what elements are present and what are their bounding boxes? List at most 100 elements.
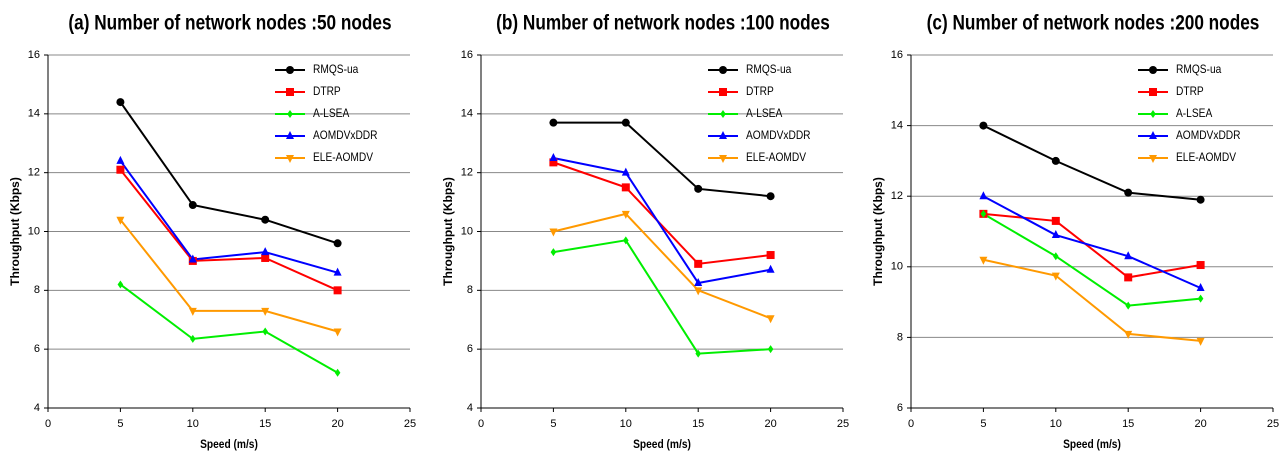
x-axis-label: Speed (m/s) (1063, 438, 1121, 451)
marker (766, 251, 775, 260)
marker (694, 259, 703, 268)
marker (695, 349, 701, 358)
marker (1051, 230, 1060, 239)
legend-marker (287, 110, 293, 118)
series-line (119, 283, 339, 374)
marker (116, 155, 125, 164)
y-tick-label: 12 (461, 167, 473, 179)
legend-marker (720, 110, 726, 118)
marker (333, 286, 342, 295)
y-tick-label: 14 (891, 120, 903, 132)
marker (766, 264, 775, 273)
x-tick-label: 20 (331, 418, 343, 430)
y-tick-label: 12 (28, 167, 40, 179)
marker (621, 183, 630, 192)
marker (261, 307, 270, 316)
x-tick-label: 20 (764, 418, 776, 430)
legend-label: ELE-AOMDV (313, 151, 374, 164)
series-line (553, 156, 771, 285)
legend-label: AOMDVxDDR (1176, 129, 1241, 142)
legend-label: AOMDVxDDR (313, 129, 378, 142)
legend-marker (286, 88, 294, 96)
x-tick-label: 0 (908, 418, 914, 430)
legend-marker (1149, 66, 1157, 74)
series-line (553, 121, 771, 198)
marker (621, 210, 630, 219)
legend-marker (719, 66, 727, 74)
marker (116, 98, 125, 107)
marker (979, 121, 988, 130)
marker (1124, 330, 1133, 339)
x-tick-label: 10 (620, 418, 632, 430)
marker (261, 253, 270, 262)
legend-marker (719, 88, 727, 96)
y-tick-label: 14 (461, 108, 473, 120)
y-tick-label: 6 (897, 402, 903, 414)
legend-marker (286, 131, 294, 139)
x-tick-label: 15 (1122, 418, 1134, 430)
marker (1196, 282, 1205, 291)
legend-label: RMQS-ua (746, 63, 792, 76)
marker (694, 184, 703, 193)
marker (1053, 252, 1059, 261)
marker (549, 158, 558, 167)
marker (116, 216, 125, 225)
marker (550, 248, 557, 257)
legend-label: A-LSEA (313, 107, 350, 120)
marker (262, 327, 268, 336)
marker (979, 256, 988, 265)
y-tick-label: 10 (461, 225, 473, 237)
legend-label: AOMDVxDDR (746, 129, 811, 142)
series-line (982, 212, 1201, 307)
y-tick-label: 4 (34, 402, 40, 414)
x-tick-label: 0 (478, 418, 484, 430)
series-line (119, 219, 338, 333)
legend-marker (1149, 131, 1157, 139)
y-tick-label: 16 (28, 49, 40, 61)
x-tick-label: 0 (45, 418, 51, 430)
marker (1196, 195, 1205, 204)
chart-title: (c) Number of network nodes :200 nodes (927, 12, 1260, 35)
marker (1196, 261, 1205, 270)
y-tick-label: 14 (28, 108, 40, 120)
marker (694, 277, 703, 286)
y-tick-label: 4 (467, 402, 473, 414)
y-tick-label: 16 (891, 49, 903, 61)
y-tick-label: 8 (467, 284, 473, 296)
marker (261, 247, 270, 256)
marker (1196, 337, 1205, 346)
marker (694, 287, 703, 296)
marker (261, 215, 270, 224)
y-axis-label: Throughput (Kbps) (441, 177, 455, 286)
legend-marker (1149, 88, 1157, 96)
legend-label: RMQS-ua (1176, 63, 1222, 76)
legend-label: ELE-AOMDV (1176, 151, 1237, 164)
marker (980, 209, 987, 218)
marker (188, 254, 197, 263)
chart-title: (a) Number of network nodes :50 nodes (68, 12, 391, 35)
y-tick-label: 16 (461, 49, 473, 61)
legend-marker (719, 155, 727, 163)
legend-marker (1150, 110, 1156, 118)
y-tick-label: 8 (897, 331, 903, 343)
marker (766, 192, 775, 201)
marker (621, 118, 630, 127)
marker (1124, 188, 1133, 197)
x-tick-label: 10 (187, 418, 199, 430)
marker (188, 307, 197, 316)
marker (1124, 273, 1133, 282)
marker (979, 191, 988, 200)
legend-marker (719, 131, 727, 139)
y-axis-label: Throughput (Kbps) (871, 177, 885, 286)
x-axis-label: Speed (m/s) (200, 438, 258, 451)
marker (1124, 251, 1133, 260)
y-tick-label: 6 (467, 343, 473, 355)
y-tick-label: 10 (891, 261, 903, 273)
panel: (c) Number of network nodes :200 nodes 6 8… (871, 12, 1279, 451)
series-line (982, 195, 1202, 289)
legend-marker (286, 155, 294, 163)
panel: (a) Number of network nodes :50 nodes 4 6 8… (8, 12, 416, 451)
marker (549, 228, 558, 237)
marker (621, 167, 630, 176)
marker (549, 118, 558, 127)
